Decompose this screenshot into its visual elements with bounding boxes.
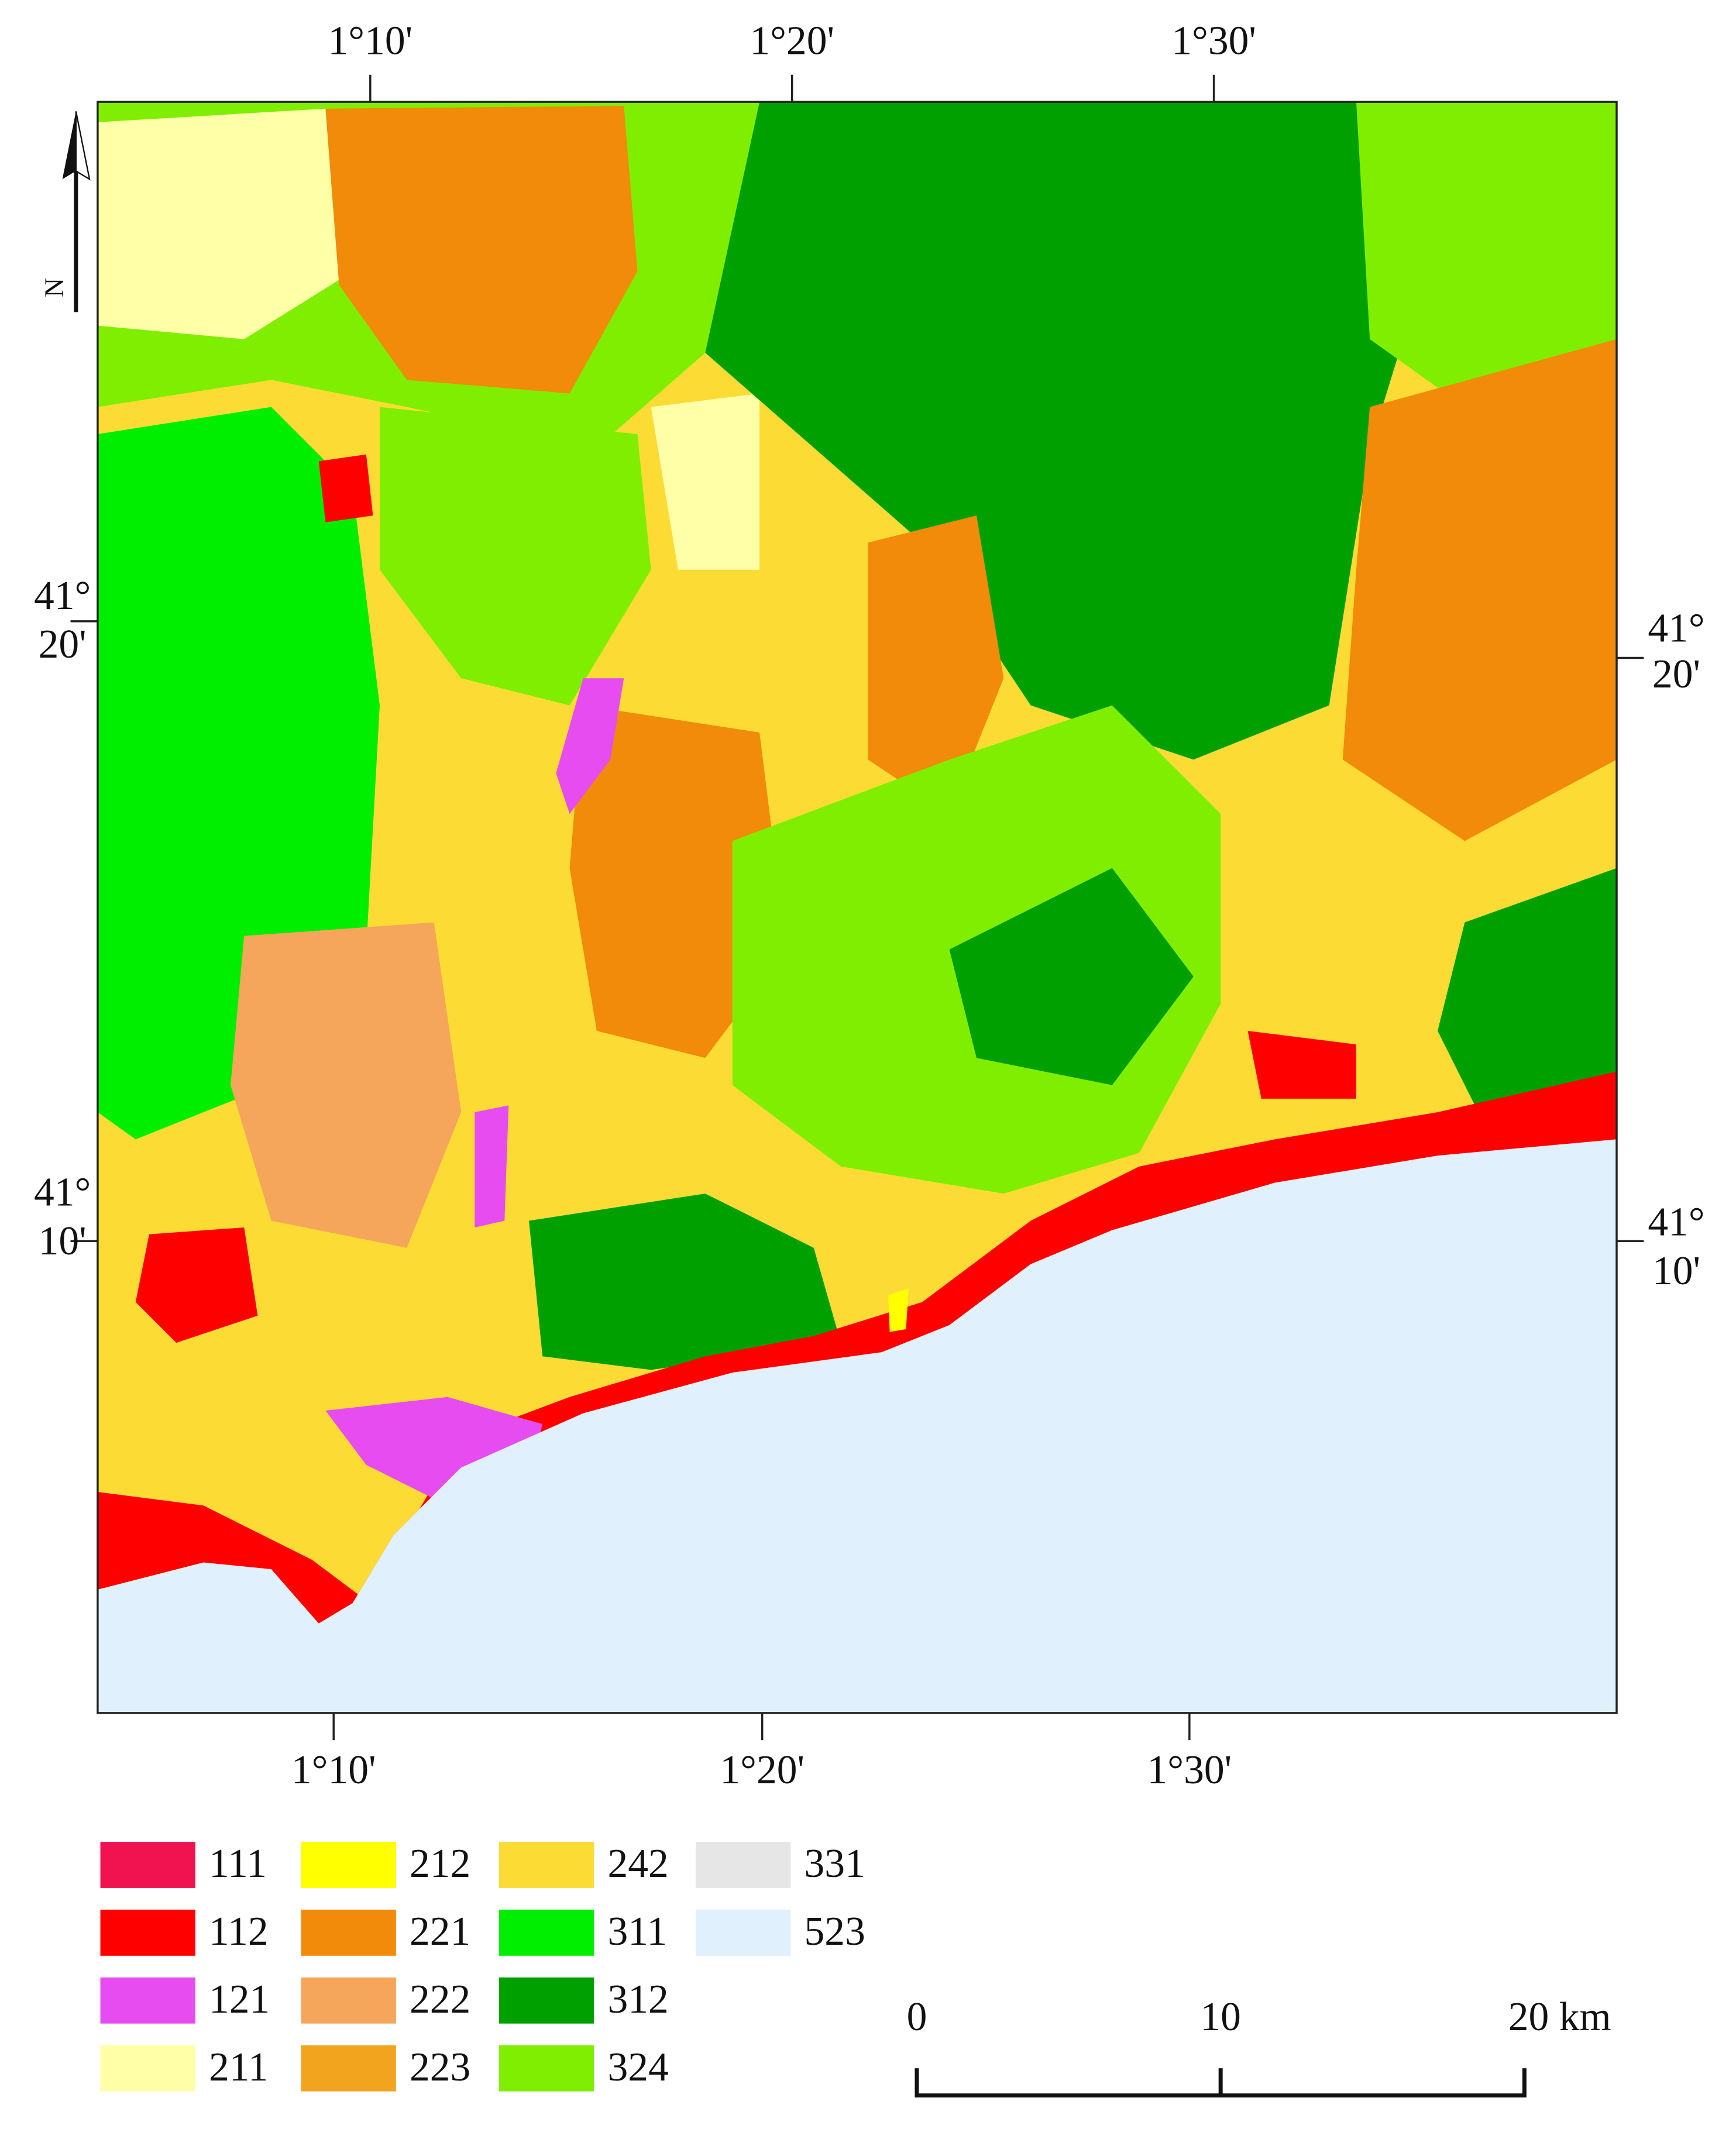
legend-swatch xyxy=(499,1842,594,1888)
top-tick-label: 1°30' xyxy=(1171,19,1256,64)
region xyxy=(135,1227,258,1343)
legend-label: 523 xyxy=(805,1909,865,1954)
left-tick-label: 20' xyxy=(39,622,87,667)
scale-label: 0 xyxy=(907,1994,927,2040)
legend-label: 223 xyxy=(410,2045,470,2090)
legend-swatch xyxy=(100,1977,195,2024)
region xyxy=(97,108,353,339)
legend-swatch xyxy=(499,1977,594,2024)
top-tick-label: 1°10' xyxy=(328,19,413,64)
legend-label: 311 xyxy=(607,1909,667,1954)
legend-label: 211 xyxy=(209,2045,269,2090)
right-tick-label: 20' xyxy=(1652,652,1700,697)
region xyxy=(97,1071,1617,1624)
region xyxy=(949,868,1194,1085)
legend-label: 222 xyxy=(410,1977,470,2022)
legend-label: 111 xyxy=(209,1841,267,1886)
scale-bar: 0 10 20 km xyxy=(907,1994,1611,2098)
right-tick-label: 41° xyxy=(1648,1200,1704,1245)
left-tick-label: 41° xyxy=(34,573,91,618)
legend-swatch xyxy=(100,2045,195,2092)
graticule-ticks xyxy=(70,74,1644,1741)
legend-swatch xyxy=(301,1842,396,1888)
bottom-tick-label: 1°30' xyxy=(1147,1748,1232,1793)
legend: 111 112 121 211 212 221 222 223 242 311 312 324 331 5… xyxy=(100,1841,865,2092)
region xyxy=(556,678,624,814)
legend-label: 121 xyxy=(209,1977,270,2022)
legend-label: 312 xyxy=(607,1977,668,2022)
region xyxy=(318,454,373,522)
scale-label: 10 xyxy=(1200,1994,1241,2040)
legend-swatch xyxy=(301,1977,396,2024)
region xyxy=(1438,868,1617,1140)
region xyxy=(888,1288,909,1332)
legend-swatch xyxy=(696,1842,791,1888)
legend-label: 212 xyxy=(410,1841,470,1886)
left-tick-label: 41° xyxy=(34,1170,91,1215)
legend-label: 242 xyxy=(607,1841,668,1886)
legend-swatch xyxy=(696,1909,791,1956)
legend-label: 324 xyxy=(607,2045,668,2090)
region xyxy=(475,1105,509,1228)
legend-label: 112 xyxy=(209,1909,269,1954)
bottom-tick-label: 1°10' xyxy=(291,1748,376,1793)
map-frame xyxy=(97,101,1618,1714)
legend-swatch xyxy=(499,2045,594,2092)
legend-swatch xyxy=(499,1909,594,1956)
bottom-tick-label: 1°20' xyxy=(720,1748,805,1793)
north-label: N xyxy=(40,278,70,297)
legend-label: 331 xyxy=(805,1841,865,1886)
region xyxy=(231,922,462,1248)
region xyxy=(1247,1030,1356,1099)
legend-swatch xyxy=(301,2045,396,2092)
north-arrow: N xyxy=(40,111,91,312)
land-cover-map xyxy=(97,102,1617,1713)
right-tick-label: 41° xyxy=(1648,606,1704,651)
right-tick-label: 10' xyxy=(1652,1249,1700,1294)
region xyxy=(651,393,760,570)
region xyxy=(380,407,651,706)
legend-swatch xyxy=(301,1909,396,1956)
top-tick-label: 1°20' xyxy=(750,19,834,64)
region xyxy=(705,102,1424,760)
legend-swatch xyxy=(100,1842,195,1888)
region xyxy=(97,1139,1617,1713)
region xyxy=(529,1194,841,1370)
scale-label: 20 km xyxy=(1508,1994,1611,2040)
region xyxy=(1342,339,1617,841)
region xyxy=(868,515,1004,814)
left-tick-label: 10' xyxy=(39,1219,87,1264)
region xyxy=(325,106,638,394)
legend-label: 221 xyxy=(410,1909,470,1954)
legend-swatch xyxy=(100,1909,195,1956)
region xyxy=(1356,102,1617,407)
